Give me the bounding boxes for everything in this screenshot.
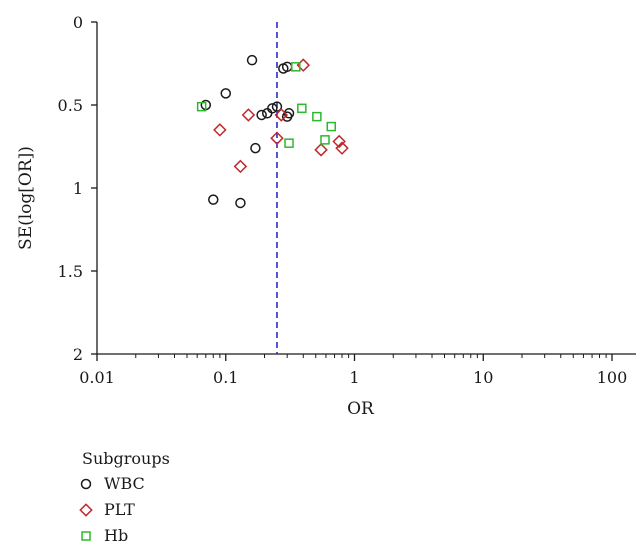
point-hb bbox=[291, 62, 301, 72]
point-hb bbox=[284, 138, 294, 148]
y-tick-label: 1 bbox=[73, 179, 83, 198]
point-wbc bbox=[235, 197, 246, 209]
point-hb bbox=[326, 121, 337, 132]
point-hb bbox=[312, 111, 322, 122]
point-plt bbox=[241, 108, 256, 122]
point-hb bbox=[297, 103, 307, 114]
point-hb bbox=[320, 135, 330, 145]
point-plt bbox=[314, 143, 328, 157]
y-axis-title: SE(log[OR]) bbox=[16, 146, 36, 250]
x-tick-label: 0.01 bbox=[79, 368, 115, 387]
x-tick-label: 10 bbox=[473, 368, 493, 387]
legend-title: Subgroups bbox=[82, 449, 170, 468]
y-tick-label: 0 bbox=[73, 13, 83, 32]
axes: 0 0.5 1 1.5 2 0.01 0.1 1 10 100 bbox=[58, 13, 636, 387]
legend-label-hb: Hb bbox=[104, 526, 128, 545]
x-tick-label: 1 bbox=[349, 368, 359, 387]
series-plt bbox=[213, 58, 349, 174]
legend-marker-plt bbox=[79, 503, 93, 517]
point-wbc bbox=[220, 88, 231, 99]
point-hb bbox=[196, 101, 207, 112]
point-wbc bbox=[271, 101, 283, 112]
point-wbc bbox=[250, 142, 261, 154]
legend-marker-hb bbox=[81, 531, 91, 541]
point-plt bbox=[335, 141, 349, 155]
data-points bbox=[196, 54, 349, 209]
point-wbc bbox=[246, 54, 258, 66]
x-tick-label: 100 bbox=[597, 368, 628, 387]
y-tick-label: 2 bbox=[73, 345, 83, 364]
legend: Subgroups WBC PLT Hb bbox=[79, 449, 170, 545]
y-tick-label: 0.5 bbox=[58, 96, 83, 115]
point-plt bbox=[274, 108, 289, 122]
series-hb bbox=[196, 62, 337, 148]
point-wbc bbox=[256, 109, 267, 121]
legend-label-wbc: WBC bbox=[104, 474, 145, 493]
point-wbc bbox=[267, 103, 278, 114]
point-plt bbox=[233, 159, 248, 174]
y-tick-label: 1.5 bbox=[58, 262, 83, 281]
x-tick-label: 0.1 bbox=[213, 368, 238, 387]
legend-label-plt: PLT bbox=[104, 500, 135, 519]
point-plt bbox=[332, 134, 346, 149]
series-wbc bbox=[200, 54, 295, 209]
point-plt bbox=[213, 123, 227, 137]
point-wbc bbox=[208, 194, 219, 205]
legend-marker-wbc bbox=[80, 478, 92, 490]
x-axis-title: OR bbox=[347, 399, 375, 419]
point-wbc bbox=[261, 108, 273, 119]
point-plt bbox=[270, 131, 284, 145]
